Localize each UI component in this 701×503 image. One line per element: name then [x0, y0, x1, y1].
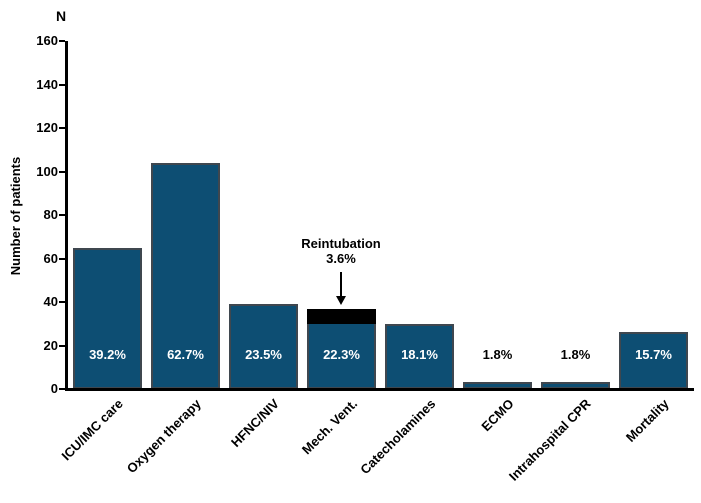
y-tick-mark	[59, 170, 65, 173]
bar-oxygen-therapy	[151, 162, 220, 389]
x-axis-label-mortality: Mortality	[623, 396, 673, 445]
y-tick-label: 60	[43, 250, 58, 266]
reintubation-segment	[307, 308, 376, 324]
bar-percent-label: 18.1%	[401, 347, 438, 362]
y-tick-mark	[59, 127, 65, 129]
y-tick-mark	[59, 301, 65, 303]
x-axis-label-oxygen-therapy: Oxygen therapy	[124, 396, 205, 477]
bar-percent-label: 15.7%	[635, 347, 672, 362]
x-axis-label-hfnc-niv: HFNC/NIV	[228, 396, 283, 451]
bar-icu-imc-care	[73, 247, 142, 389]
y-tick-label: 80	[43, 207, 58, 222]
y-tick-mark	[59, 257, 65, 260]
y-tick-mark	[59, 40, 65, 42]
bar-percent-label: 23.5%	[245, 347, 282, 362]
annotation-percent: 3.6%	[326, 251, 356, 266]
bar-catecholamines	[385, 323, 454, 389]
y-tick-mark	[59, 214, 65, 216]
y-tick-label: 20	[43, 337, 58, 353]
annotation-arrow-line	[340, 272, 342, 298]
x-axis-label-mech-vent-: Mech. Vent.	[298, 396, 361, 458]
bar-percent-label: 62.7%	[167, 347, 204, 362]
x-axis-label-ecmo: ECMO	[477, 396, 517, 435]
bar-percent-label: 1.8%	[482, 347, 513, 362]
bar-mortality	[619, 332, 688, 389]
reintubation-annotation: Reintubation 3.6%	[241, 236, 441, 305]
bar-hfnc-niv	[229, 304, 298, 389]
x-axis-label-intrahospital-cpr: Intrahospital CPR	[506, 396, 595, 484]
bar-percent-label: 39.2%	[89, 347, 126, 362]
bar-percent-label: 22.3%	[323, 347, 360, 362]
y-tick-label: 40	[43, 294, 58, 309]
bar-mech-vent-	[307, 308, 376, 389]
y-axis-unit-label: N	[55, 8, 67, 24]
annotation-arrowhead-icon	[336, 296, 346, 305]
y-tick-label: 120	[36, 120, 58, 135]
y-tick-mark	[59, 344, 65, 347]
bar-percent-label: 1.8%	[560, 347, 591, 362]
y-tick-mark	[59, 388, 65, 390]
y-tick-mark	[59, 83, 65, 86]
y-axis-line	[65, 41, 68, 391]
x-axis-line	[65, 388, 694, 391]
annotation-text: Reintubation	[301, 236, 381, 251]
y-tick-label: 0	[50, 381, 58, 396]
y-tick-label: 100	[36, 163, 58, 179]
y-tick-label: 160	[36, 33, 58, 48]
x-axis-label-icu-imc-care: ICU/IMC care	[58, 396, 127, 464]
x-axis-label-catecholamines: Catecholamines	[356, 396, 439, 478]
y-tick-label: 140	[36, 76, 58, 92]
